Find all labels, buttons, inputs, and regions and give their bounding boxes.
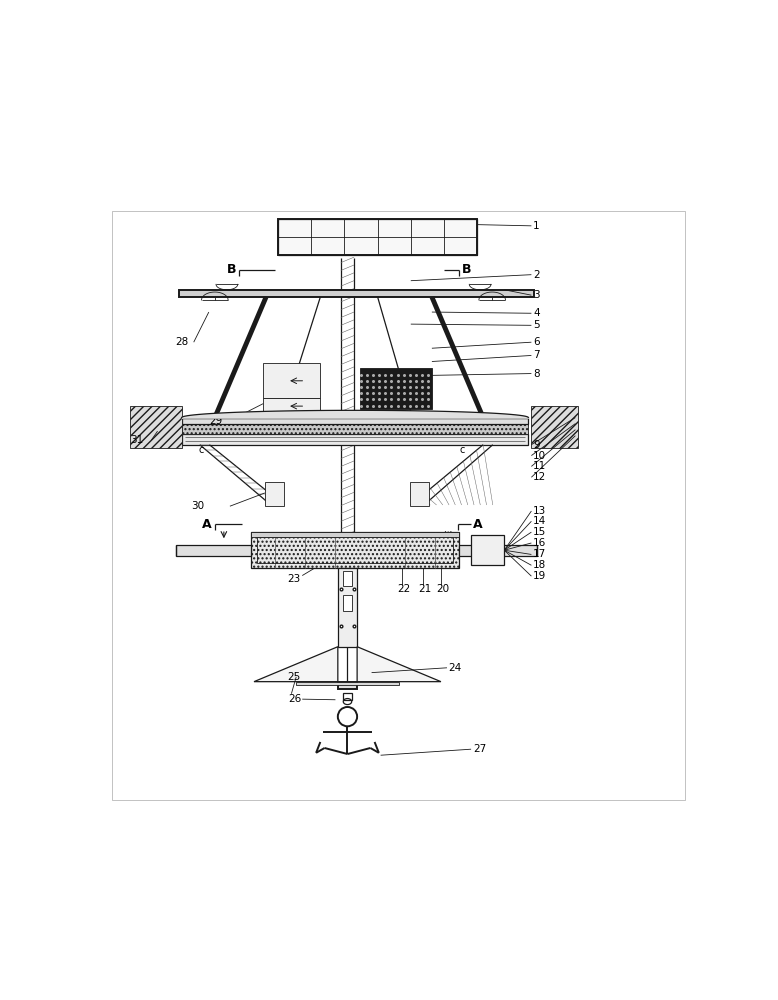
Text: 22: 22 xyxy=(397,584,410,594)
Text: 23: 23 xyxy=(287,574,300,584)
Polygon shape xyxy=(254,647,338,682)
Text: 2: 2 xyxy=(533,270,540,280)
Bar xyxy=(257,537,453,563)
Bar xyxy=(338,682,357,689)
Bar xyxy=(251,532,459,537)
Text: 20: 20 xyxy=(436,584,449,594)
Bar xyxy=(531,406,578,448)
Text: 7: 7 xyxy=(533,350,540,360)
Bar xyxy=(176,545,251,556)
Text: 26: 26 xyxy=(289,694,302,704)
Text: B: B xyxy=(462,263,471,276)
Text: A: A xyxy=(473,518,482,531)
Text: 29: 29 xyxy=(209,416,222,426)
Polygon shape xyxy=(357,647,441,682)
Bar xyxy=(359,368,432,409)
Text: A: A xyxy=(202,518,211,531)
Text: 17: 17 xyxy=(533,549,546,559)
Bar xyxy=(251,532,459,568)
Bar xyxy=(409,482,429,506)
Bar xyxy=(338,568,357,647)
Bar xyxy=(131,406,181,448)
Bar xyxy=(263,363,321,398)
Text: 6: 6 xyxy=(533,337,540,347)
Text: 8: 8 xyxy=(533,369,540,379)
Text: 12: 12 xyxy=(533,472,546,482)
Text: 3: 3 xyxy=(533,290,540,300)
Bar xyxy=(471,535,504,565)
Bar xyxy=(181,418,528,424)
Text: 13: 13 xyxy=(533,506,546,516)
Bar xyxy=(181,424,528,434)
Text: 14: 14 xyxy=(533,516,546,526)
Text: 11: 11 xyxy=(533,461,546,471)
Text: c: c xyxy=(198,445,204,455)
Text: 4: 4 xyxy=(533,308,540,318)
Bar xyxy=(296,682,399,685)
Text: 10: 10 xyxy=(533,451,546,461)
Text: 9: 9 xyxy=(533,440,540,450)
Bar xyxy=(263,398,321,412)
Text: 24: 24 xyxy=(448,663,461,673)
Text: 31: 31 xyxy=(131,435,144,445)
Bar xyxy=(181,434,528,445)
Bar xyxy=(343,595,352,611)
Text: 19: 19 xyxy=(533,571,546,581)
Text: c: c xyxy=(459,445,464,455)
Text: B: B xyxy=(227,263,237,276)
Bar xyxy=(179,290,534,297)
Text: 30: 30 xyxy=(191,501,204,511)
Bar xyxy=(265,482,284,506)
Bar xyxy=(343,571,352,586)
Text: 25: 25 xyxy=(287,672,300,682)
Bar xyxy=(343,693,352,700)
Text: 21: 21 xyxy=(418,584,431,594)
Text: 15: 15 xyxy=(533,527,546,537)
Bar xyxy=(459,545,538,556)
Text: 18: 18 xyxy=(533,560,546,570)
Bar xyxy=(279,219,477,255)
Text: 1: 1 xyxy=(533,221,540,231)
Text: 27: 27 xyxy=(473,744,486,754)
Text: 5: 5 xyxy=(533,320,540,330)
Text: 28: 28 xyxy=(176,337,189,347)
Text: 16: 16 xyxy=(533,538,546,548)
Bar xyxy=(279,219,477,255)
